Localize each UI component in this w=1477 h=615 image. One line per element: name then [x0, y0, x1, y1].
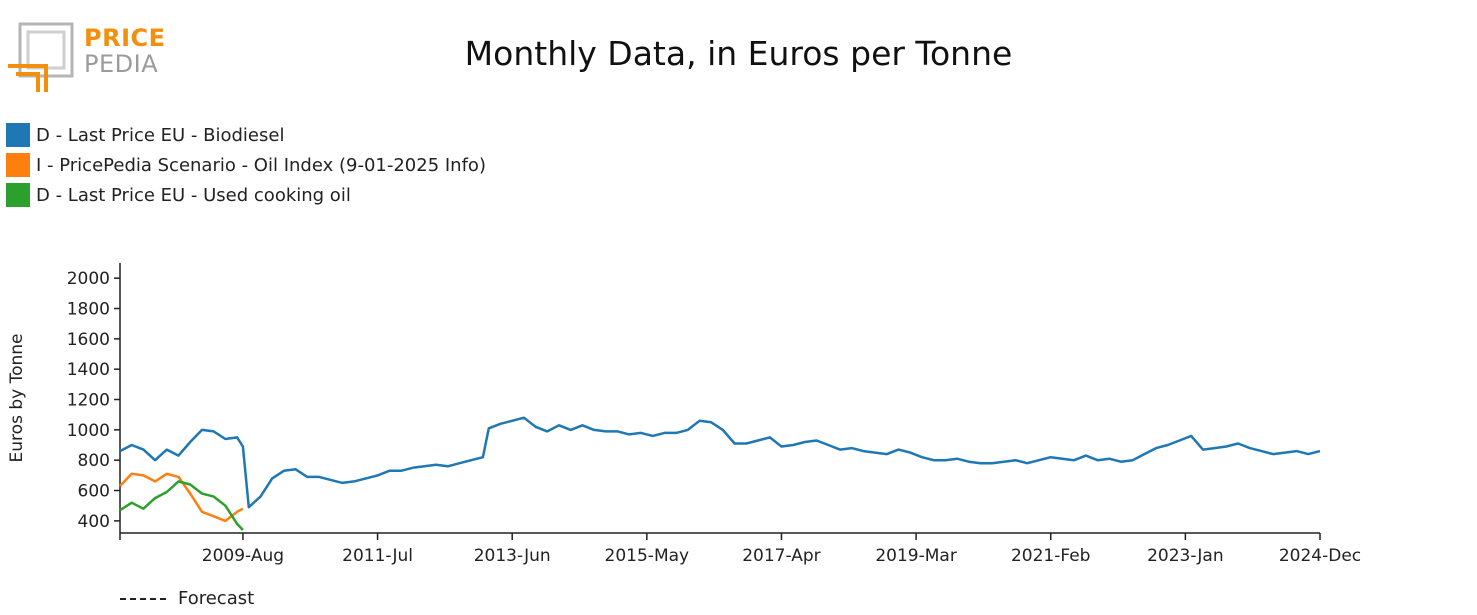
y-tick-label: 1200 [67, 391, 110, 411]
forecast-dash-icon [120, 597, 166, 600]
pricepedia-logo: PRICE PEDIA [6, 20, 166, 94]
chart-title: Monthly Data, in Euros per Tonne [464, 34, 1013, 73]
y-tick-label: 800 [78, 451, 110, 471]
legend-label-biodiesel: D - Last Price EU - Biodiesel [36, 124, 285, 146]
chart-series-lines [119, 416, 1321, 531]
legend-swatch-biodiesel [6, 123, 30, 147]
series-line-1 [119, 472, 244, 523]
y-tick-label: 600 [78, 482, 110, 502]
series-line-0 [119, 416, 1321, 509]
x-tick-label: 2017-Apr [742, 546, 820, 566]
forecast-legend: Forecast [120, 588, 254, 609]
x-tick-label: 2023-Jan [1147, 546, 1224, 566]
series-line-2 [119, 480, 244, 531]
legend-item-oil-index[interactable]: I - PricePedia Scenario - Oil Index (9-0… [6, 150, 486, 180]
x-tick-label: 2021-Feb [1011, 546, 1091, 566]
forecast-label: Forecast [178, 588, 255, 609]
logo-text-price: PRICE [84, 24, 166, 52]
logo-text-pedia: PEDIA [84, 50, 159, 78]
y-tick-label: 1000 [67, 421, 110, 441]
chart-legend: D - Last Price EU - Biodiesel I - PriceP… [6, 120, 486, 210]
chart-axes: 400 600 800 1000 1200 1400 1600 1800 2000 2009-Au… [67, 263, 1361, 566]
legend-item-biodiesel[interactable]: D - Last Price EU - Biodiesel [6, 120, 486, 150]
y-tick-label: 400 [78, 512, 110, 532]
x-tick-label: 2019-Mar [875, 546, 956, 566]
y-tick-label: 1800 [67, 300, 110, 320]
legend-item-used-cooking-oil[interactable]: D - Last Price EU - Used cooking oil [6, 180, 486, 210]
y-tick-label: 2000 [67, 269, 110, 289]
x-tick-label: 2013-Jun [474, 546, 551, 566]
legend-label-used-cooking-oil: D - Last Price EU - Used cooking oil [36, 184, 351, 206]
y-tick-label: 1600 [67, 330, 110, 350]
legend-swatch-used-cooking-oil [6, 183, 30, 207]
legend-label-oil-index: I - PricePedia Scenario - Oil Index (9-0… [36, 154, 486, 176]
y-tick-label: 1400 [67, 360, 110, 380]
x-tick-label: 2009-Aug [202, 546, 284, 566]
logo-mark-icon [8, 22, 74, 92]
x-tick-label: 2024-Dec [1279, 546, 1361, 566]
legend-swatch-oil-index [6, 153, 30, 177]
x-tick-label: 2015-May [605, 546, 690, 566]
x-tick-label: 2011-Jul [342, 546, 413, 566]
y-axis-label: Euros by Tonne [7, 334, 27, 463]
